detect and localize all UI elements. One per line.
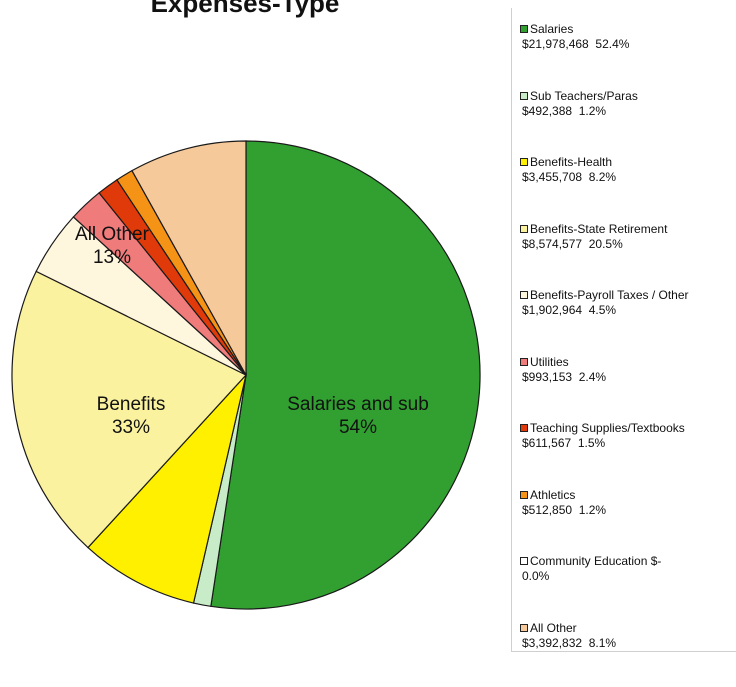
legend-label: All Other [530,621,577,635]
legend-item-sub-teachers-paras: Sub Teachers/Paras$492,388 1.2% [520,89,736,156]
legend-percent: 1.2% [579,104,606,118]
legend-swatch [520,358,528,366]
legend-item-all-other: All Other$3,392,832 8.1% [520,621,736,687]
pie-slice-salaries [211,141,480,609]
legend-percent: 8.2% [589,170,616,184]
legend-item-benefits-state-retirement: Benefits-State Retirement$8,574,577 20.5… [520,222,736,289]
legend-percent: 1.5% [578,436,605,450]
legend-swatch [520,225,528,233]
pie-label-benefits: Benefits 33% [97,393,166,439]
legend-label: Community Education [530,554,651,568]
legend-label: Benefits-Health [530,155,612,169]
legend-item-benefits-payroll-taxes-other: Benefits-Payroll Taxes / Other$1,902,964… [520,288,736,355]
legend-item-utilities: Utilities$993,153 2.4% [520,355,736,422]
pie-label-salaries: Salaries and sub 54% [287,393,429,439]
legend: Salaries$21,978,468 52.4%Sub Teachers/Pa… [511,8,736,652]
legend-percent: 8.1% [589,636,616,650]
legend-swatch [520,92,528,100]
pie-label-benefits-pct: 33% [97,416,166,439]
legend-swatch [520,491,528,499]
legend-amount: $3,455,708 [522,170,582,184]
legend-item-community-education: Community Education $- 0.0% [520,554,736,621]
legend-label: Benefits-State Retirement [530,222,667,236]
legend-amount: $3,392,832 [522,636,582,650]
legend-amount: $- [651,554,662,568]
legend-amount: $8,574,577 [522,237,582,251]
legend-percent: 4.5% [589,303,616,317]
legend-percent: 2.4% [579,370,606,384]
pie-label-all-other-text: All Other [75,223,149,246]
legend-label: Benefits-Payroll Taxes / Other [530,288,689,302]
legend-label: Athletics [530,488,575,502]
legend-item-athletics: Athletics$512,850 1.2% [520,488,736,555]
legend-item-teaching-supplies-textbooks: Teaching Supplies/Textbooks$611,567 1.5% [520,421,736,488]
pie-label-salaries-pct: 54% [287,416,429,439]
legend-amount: $611,567 [522,436,571,450]
legend-amount: $21,978,468 [522,37,589,51]
legend-label: Salaries [530,22,573,36]
legend-amount: $1,902,964 [522,303,582,317]
pie-label-benefits-text: Benefits [97,393,166,416]
legend-amount: $993,153 [522,370,572,384]
legend-swatch [520,158,528,166]
legend-label: Teaching Supplies/Textbooks [530,421,685,435]
legend-amount: $512,850 [522,503,572,517]
legend-swatch [520,424,528,432]
legend-swatch [520,25,528,33]
legend-label: Utilities [530,355,569,369]
legend-swatch [520,557,528,565]
legend-swatch [520,624,528,632]
legend-percent: 20.5% [589,237,623,251]
legend-amount: $492,388 [522,104,572,118]
legend-percent: 52.4% [595,37,629,51]
pie-label-all-other-pct: 13% [75,246,149,269]
legend-item-salaries: Salaries$21,978,468 52.4% [520,22,736,89]
legend-item-benefits-health: Benefits-Health$3,455,708 8.2% [520,155,736,222]
pie-chart [0,0,510,676]
legend-swatch [520,291,528,299]
pie-label-all-other: All Other 13% [75,223,149,269]
legend-percent: 0.0% [522,569,549,583]
legend-percent: 1.2% [579,503,606,517]
legend-label: Sub Teachers/Paras [530,89,638,103]
pie-label-salaries-text: Salaries and sub [287,393,429,416]
